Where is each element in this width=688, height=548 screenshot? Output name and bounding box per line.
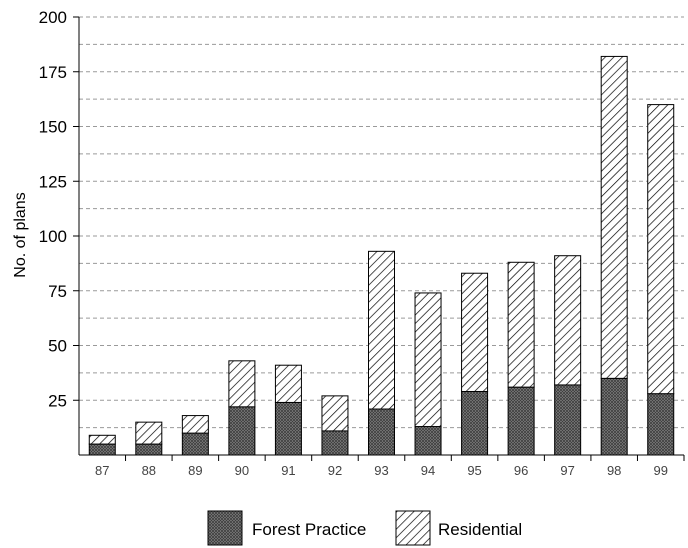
bar-forest-practice-90: [228, 406, 256, 456]
bar-residential-91: [274, 364, 302, 403]
y-tick-label: 200: [39, 8, 67, 27]
bar-forest-practice-97: [554, 384, 582, 456]
x-tick-label: 90: [235, 463, 249, 478]
x-tick-label: 89: [188, 463, 202, 478]
bar-residential-92: [321, 395, 349, 432]
bar-forest-practice-92: [321, 430, 349, 456]
bar-forest-practice-95: [461, 390, 489, 456]
x-tick-label: 88: [142, 463, 156, 478]
y-tick-label: 100: [39, 227, 67, 246]
legend: Forest Practice Residential: [207, 510, 522, 546]
x-tick-label: 95: [467, 463, 481, 478]
x-tick-label: 96: [514, 463, 528, 478]
x-tick-label: 98: [607, 463, 621, 478]
y-axis-label: No. of plans: [12, 192, 29, 277]
bar-forest-practice-88: [135, 443, 163, 456]
x-tick-label: 87: [95, 463, 109, 478]
x-tick-labels: 87 88 89 90 91 92 93 94 95 96 97 98 99: [95, 463, 668, 478]
axes-group: [73, 16, 685, 461]
y-tick-label: 150: [39, 118, 67, 137]
bar-forest-practice-91: [274, 401, 302, 456]
bar-residential-93: [368, 250, 395, 410]
bar-forest-practice-89: [181, 432, 209, 456]
bar-residential-95: [461, 272, 489, 392]
legend-label-forest-practice: Forest Practice: [252, 520, 366, 539]
y-tick-label: 125: [39, 172, 67, 191]
x-tick-label: 91: [281, 463, 295, 478]
x-tick-label: 99: [653, 463, 667, 478]
x-tick-label: 93: [374, 463, 388, 478]
bar-residential-98: [600, 55, 628, 379]
bar-forest-practice-87: [88, 443, 116, 456]
bar-residential-99: [647, 104, 675, 395]
legend-label-residential: Residential: [438, 520, 522, 539]
y-tick-label: 25: [48, 391, 67, 410]
bar-residential-87: [88, 434, 116, 445]
bar-forest-practice-96: [507, 386, 535, 456]
bar-residential-96: [507, 261, 535, 388]
y-tick-label: 50: [48, 337, 67, 356]
bar-forest-practice-98: [600, 377, 628, 456]
y-tick-label: 175: [39, 63, 67, 82]
bar-residential-90: [228, 360, 256, 408]
y-tick-label: 75: [48, 282, 67, 301]
legend-swatch-forest-practice: [207, 510, 243, 546]
bar-residential-94: [414, 292, 442, 428]
bar-forest-practice-94: [414, 426, 442, 456]
bars-group: [88, 55, 675, 456]
bar-forest-practice-99: [647, 393, 675, 456]
x-tick-label: 94: [421, 463, 435, 478]
bar-residential-89: [181, 415, 209, 434]
bar-residential-88: [135, 421, 163, 445]
x-tick-label: 92: [328, 463, 342, 478]
bar-forest-practice-93: [368, 408, 395, 456]
y-tick-labels: 200 175 150 125 100 75 50 25: [39, 8, 67, 410]
x-tick-label: 97: [560, 463, 574, 478]
bar-residential-97: [554, 255, 582, 386]
legend-swatch-residential: [395, 510, 431, 546]
